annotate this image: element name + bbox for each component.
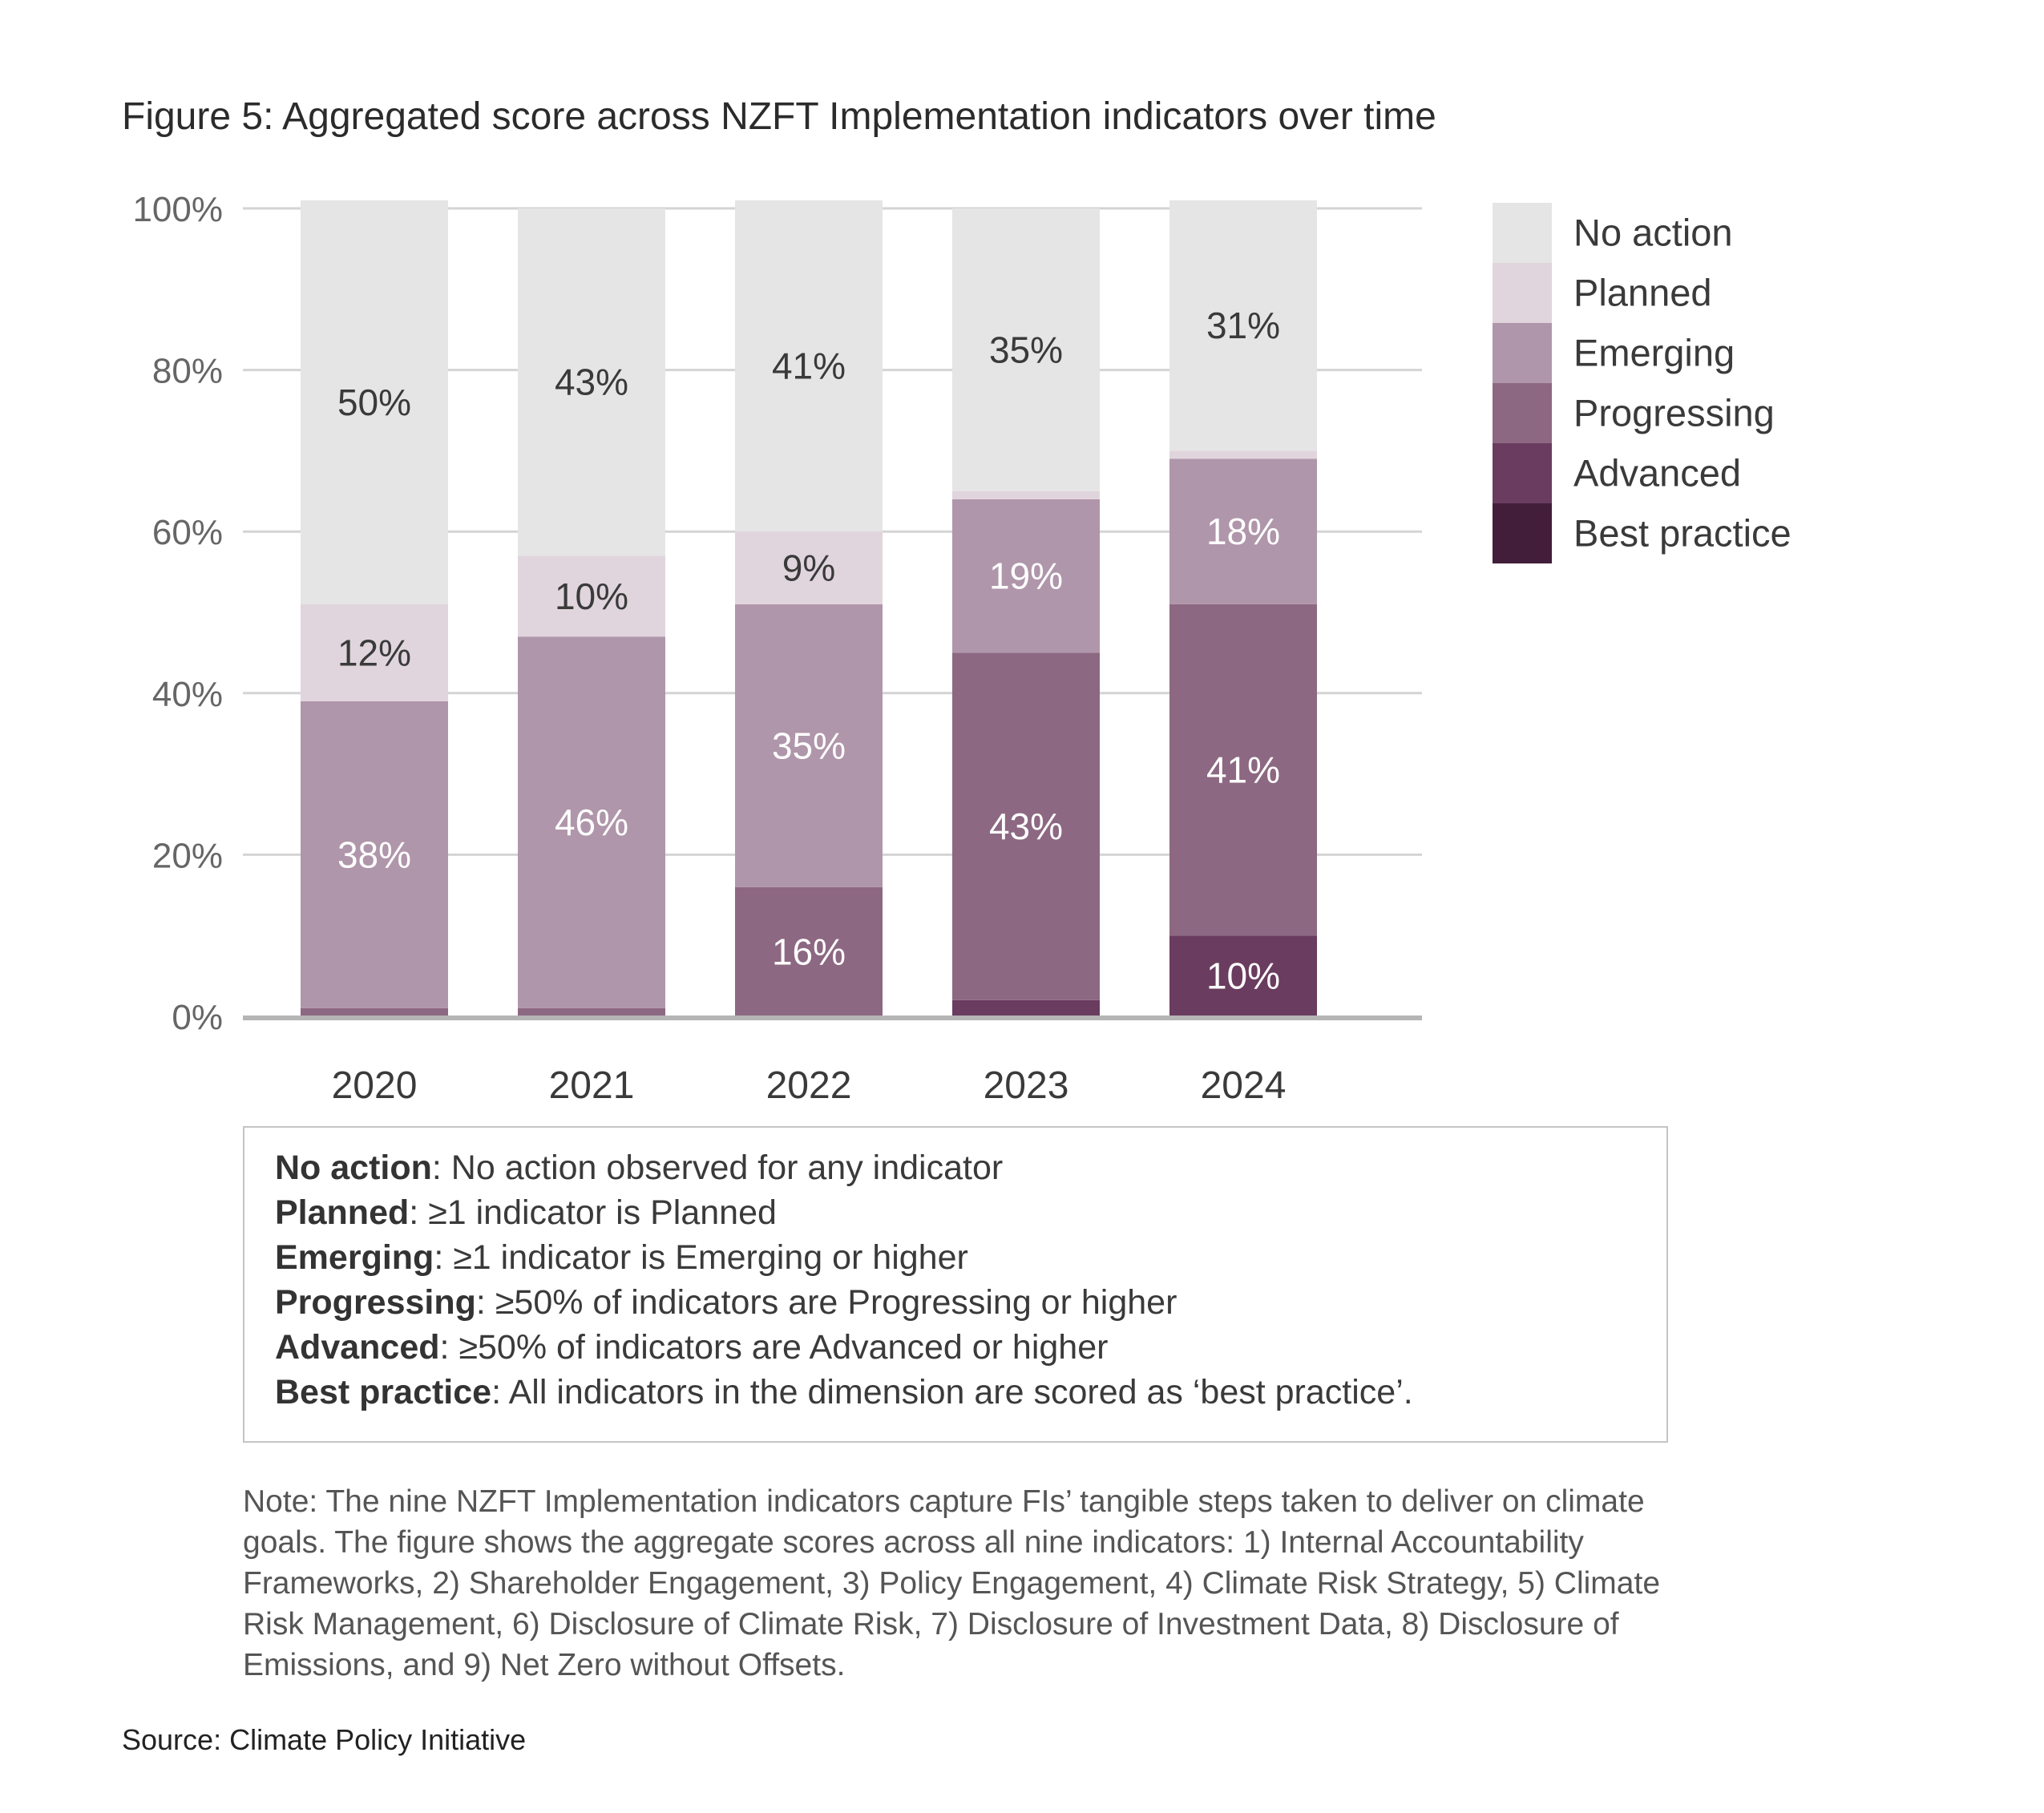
bar-segment: [1169, 200, 1317, 451]
definition-term: Emerging: [275, 1238, 434, 1277]
bar-segment: [952, 499, 1100, 653]
bar-segment: [735, 886, 883, 1016]
definition-text: : All indicators in the dimension are sc…: [491, 1373, 1413, 1411]
legend-label: Best practice: [1573, 512, 1792, 555]
definitions-box: No action: No action observed for any in…: [243, 1126, 1668, 1443]
legend-label: Advanced: [1573, 452, 1741, 495]
definition-term: No action: [275, 1149, 432, 1187]
chart-title: Figure 5: Aggregated score across NZFT I…: [122, 95, 1436, 138]
x-axis-ticks: 2020 2021 2022 2023 2024: [243, 1016, 1422, 1107]
x-tick-label: 2024: [1201, 1064, 1287, 1107]
bar-segment: [301, 604, 448, 701]
definition-planned: Planned: ≥1 indicator is Planned: [275, 1190, 1666, 1235]
bar-segment: [952, 999, 1100, 1016]
bar-segment: [301, 701, 448, 1008]
legend: No action Planned Emerging Progressing Advan…: [1493, 203, 1792, 563]
legend-label: Progressing: [1573, 392, 1775, 434]
y-tick-label: 20%: [152, 836, 223, 875]
data-label: 38%: [337, 834, 411, 875]
bar-segment: [518, 1007, 665, 1016]
data-label: 43%: [555, 361, 628, 403]
legend-swatch: [1493, 443, 1552, 503]
y-tick-label: 40%: [152, 675, 223, 714]
data-label: 43%: [989, 806, 1063, 847]
data-label: 12%: [337, 632, 411, 673]
definition-emerging: Emerging: ≥1 indicator is Emerging or hi…: [275, 1235, 1666, 1280]
definition-text: : ≥50% of indicators are Progressing or …: [475, 1283, 1178, 1322]
legend-swatch: [1493, 383, 1552, 443]
x-tick-label: 2021: [549, 1064, 635, 1107]
data-label: 35%: [989, 329, 1063, 370]
bar-segment: [735, 531, 883, 604]
data-label: 46%: [555, 802, 628, 843]
stacked-bar-chart: 0% 20% 40% 60% 80% 100% 38% 12% 50% 46% 10% 43% 16%…: [132, 190, 1792, 1107]
y-tick-label: 60%: [152, 513, 223, 552]
bar-segment: [1169, 458, 1317, 604]
data-label: 50%: [337, 382, 411, 423]
definition-best-practice: Best practice: All indicators in the dim…: [275, 1370, 1666, 1415]
definition-term: Best practice: [275, 1373, 492, 1411]
data-label: 41%: [1206, 749, 1280, 791]
data-label: 19%: [989, 555, 1063, 597]
bar-segment: [518, 208, 665, 556]
definition-term: Progressing: [275, 1283, 476, 1322]
definition-text: : ≥1 indicator is Planned: [409, 1193, 777, 1232]
data-label: 10%: [555, 575, 628, 617]
bar-segment: [735, 200, 883, 532]
bar-segment: [1169, 450, 1317, 459]
data-label: 31%: [1206, 305, 1280, 346]
data-label: 9%: [782, 547, 835, 589]
definition-term: Planned: [275, 1193, 410, 1232]
data-label: 18%: [1206, 511, 1280, 552]
bars: [301, 200, 1317, 1016]
legend-swatch: [1493, 203, 1552, 263]
legend-swatch: [1493, 323, 1552, 383]
definition-text: : ≥1 indicator is Emerging or higher: [434, 1238, 968, 1277]
chart-note: Note: The nine NZFT Implementation indic…: [243, 1484, 1661, 1682]
data-label: 10%: [1206, 955, 1280, 997]
x-tick-label: 2020: [332, 1064, 418, 1107]
bar-segment: [952, 208, 1100, 491]
bar-segment: [952, 491, 1100, 499]
bar-segment: [735, 604, 883, 887]
definition-text: : ≥50% of indicators are Advanced or hig…: [439, 1328, 1109, 1367]
bar-segment: [518, 555, 665, 637]
legend-label: Emerging: [1573, 332, 1735, 374]
data-labels: 38% 12% 50% 46% 10% 43% 16% 35% 9% 41% 43% 19% 35% 10…: [337, 305, 1280, 996]
legend-label: No action: [1573, 212, 1733, 254]
x-tick-label: 2023: [984, 1064, 1069, 1107]
bar-segment: [1169, 604, 1317, 936]
definition-advanced: Advanced: ≥50% of indicators are Advance…: [275, 1325, 1666, 1370]
bar-segment: [301, 1007, 448, 1016]
x-tick-label: 2022: [766, 1064, 852, 1107]
legend-swatch: [1493, 503, 1552, 563]
definition-no-action: No action: No action observed for any in…: [275, 1145, 1666, 1190]
y-tick-label: 0%: [172, 998, 223, 1037]
y-tick-label: 80%: [152, 352, 223, 391]
y-axis-ticks: 0% 20% 40% 60% 80% 100%: [132, 190, 223, 1037]
bar-segment: [952, 652, 1100, 1000]
data-label: 35%: [772, 725, 846, 766]
y-tick-label: 100%: [132, 190, 223, 229]
legend-swatch: [1493, 263, 1552, 323]
bar-segment: [1169, 935, 1317, 1016]
definition-text: : No action observed for any indicator: [431, 1149, 1004, 1187]
definition-term: Advanced: [275, 1328, 440, 1367]
data-label: 16%: [772, 931, 846, 972]
definition-progressing: Progressing: ≥50% of indicators are Prog…: [275, 1280, 1666, 1325]
bar-segment: [518, 636, 665, 1008]
legend-label: Planned: [1573, 272, 1712, 314]
source-line: Source: Climate Policy Initiative: [122, 1723, 527, 1756]
data-label: 41%: [772, 345, 846, 387]
bar-segment: [301, 200, 448, 604]
